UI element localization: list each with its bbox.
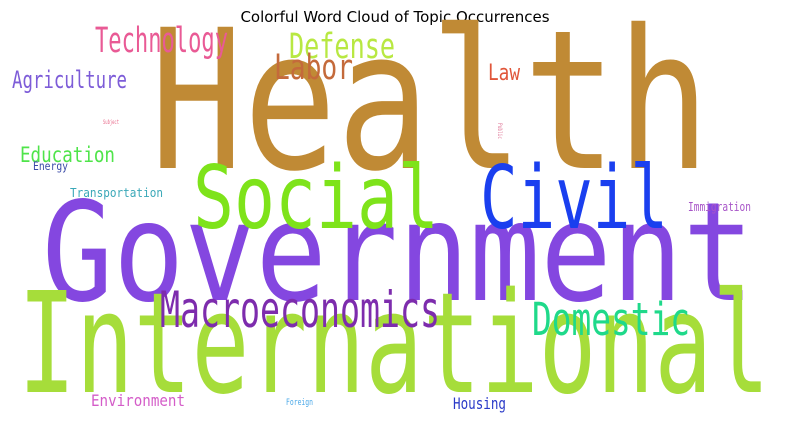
word-civil: Civil [480,147,668,249]
word-subject: Subject [103,119,119,126]
word-agriculture: Agriculture [12,66,127,94]
word-technology: Technology [95,21,228,61]
word-international: International [18,263,770,425]
word-government: Government [42,173,754,333]
word-social: Social [193,147,439,249]
word-domestic: Domestic [532,293,690,346]
word-transportation: Transportation [70,185,163,200]
word-environment: Environment [91,391,185,410]
word-public: Public [496,123,503,139]
word-immigration: Immigration [688,199,751,214]
word-health: Health [150,0,710,214]
word-education: Education [20,143,115,168]
word-energy: Energy [33,160,68,173]
word-defense: Defense [289,27,395,67]
word-law: Law [488,60,520,86]
word-housing: Housing [453,394,506,413]
word-labor: Labor [274,48,353,88]
word-macroeconomics: Macroeconomics [160,281,440,339]
chart-title: Colorful Word Cloud of Topic Occurrences [240,8,550,26]
word-foreign: Foreign [286,398,313,408]
